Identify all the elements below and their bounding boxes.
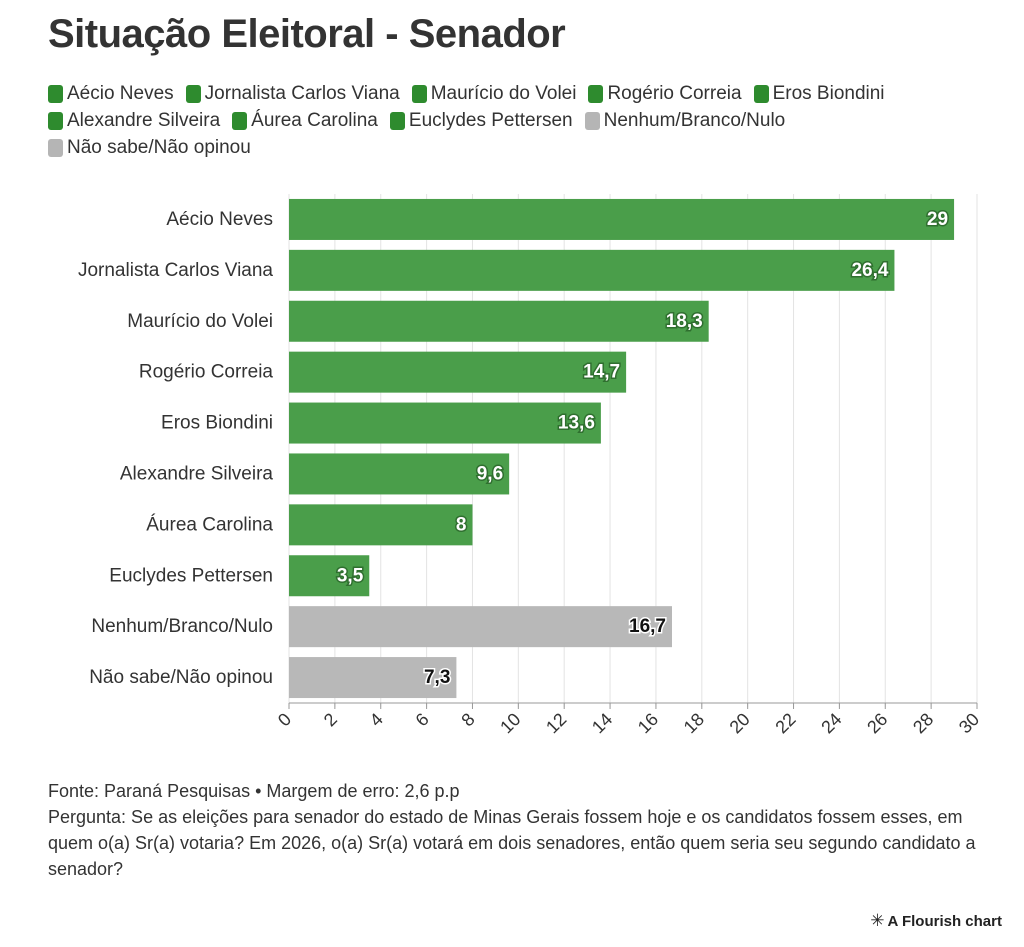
legend-label: Aécio Neves [67, 82, 174, 104]
value-label: 9,6 [477, 463, 503, 484]
legend-swatch [389, 111, 405, 130]
question-note: Pergunta: Se as eleições para senador do… [48, 807, 976, 879]
x-tick-label: 30 [955, 709, 983, 737]
x-tick-label: 0 [274, 709, 295, 730]
category-label: Rogério Correia [139, 362, 274, 383]
footer: Fonte: Paraná Pesquisas • Margem de erro… [48, 778, 988, 882]
legend-label: Euclydes Pettersen [408, 109, 573, 131]
legend-swatch [185, 84, 201, 103]
legend-label: Nenhum/Branco/Nulo [603, 109, 786, 131]
legend-item[interactable]: Maurício do Volei [411, 82, 577, 105]
legend-swatch [232, 111, 248, 130]
value-label: 13,6 [558, 413, 595, 434]
value-label: 18,3 [666, 311, 703, 332]
category-label: Aécio Neves [166, 209, 273, 230]
legend-swatch [48, 138, 63, 157]
legend-item[interactable]: Jornalista Carlos Viana [185, 82, 400, 105]
bar [289, 504, 473, 546]
x-tick-label: 26 [863, 709, 891, 737]
x-tick-label: 16 [634, 709, 662, 737]
legend-label: Áurea Carolina [251, 109, 378, 131]
legend-item[interactable]: Aécio Neves [48, 82, 174, 105]
value-label: 7,3 [424, 667, 450, 688]
x-tick-label: 12 [542, 709, 570, 737]
asterisk-icon: ✳ [870, 911, 885, 930]
x-tick-label: 8 [457, 709, 478, 730]
value-label: 8 [456, 514, 467, 535]
legend-swatch [48, 84, 63, 103]
category-label: Nenhum/Branco/Nulo [91, 616, 273, 637]
category-label: Áurea Carolina [146, 514, 273, 535]
value-label: 29 [927, 209, 948, 230]
bar [289, 351, 627, 393]
source-note: Fonte: Paraná Pesquisas • Margem de erro… [48, 781, 460, 801]
legend-item[interactable]: Nenhum/Branco/Nulo [584, 109, 786, 132]
x-tick-label: 10 [496, 709, 524, 737]
category-label: Eros Biondini [161, 413, 273, 434]
bar [289, 249, 895, 291]
x-tick-label: 24 [817, 709, 845, 737]
legend-label: Eros Biondini [772, 82, 885, 104]
category-label: Euclydes Pettersen [109, 565, 273, 586]
bar [289, 453, 510, 495]
x-tick-label: 6 [412, 709, 433, 730]
legend-swatch [584, 111, 600, 130]
bar [289, 402, 601, 444]
value-label: 16,7 [629, 616, 666, 637]
legend-swatch [411, 84, 427, 103]
bar [289, 198, 955, 240]
category-label: Jornalista Carlos Viana [78, 260, 273, 281]
chart-title: Situação Eleitoral - Senador [48, 12, 566, 56]
legend-swatch [753, 84, 769, 103]
legend-label: Rogério Correia [607, 82, 742, 104]
bar [289, 555, 370, 597]
legend-label: Alexandre Silveira [67, 109, 221, 131]
credit-label: A Flourish chart [887, 912, 1002, 930]
x-tick-label: 2 [320, 709, 341, 730]
legend: Aécio Neves Jornalista Carlos Viana Mauríc… [48, 82, 948, 159]
x-tick-label: 14 [588, 709, 616, 737]
legend-item[interactable]: Rogério Correia [588, 82, 742, 105]
legend-item[interactable]: Alexandre Silveira [48, 109, 220, 132]
x-tick-label: 18 [680, 709, 708, 737]
bar [289, 606, 672, 648]
legend-label: Não sabe/Não opinou [67, 136, 251, 158]
legend-item[interactable]: Não sabe/Não opinou [48, 136, 251, 159]
value-label: 14,7 [583, 362, 620, 383]
x-tick-label: 20 [726, 709, 754, 737]
value-label: 26,4 [851, 260, 888, 281]
x-tick-label: 4 [366, 709, 387, 730]
bar [289, 300, 709, 342]
legend-swatch [588, 84, 604, 103]
x-tick-label: 22 [771, 709, 799, 737]
legend-label: Jornalista Carlos Viana [204, 82, 400, 104]
legend-item[interactable]: Euclydes Pettersen [389, 109, 573, 132]
legend-item[interactable]: Eros Biondini [753, 82, 885, 105]
flourish-credit[interactable]: ✳ A Flourish chart [870, 911, 1002, 931]
bar [289, 657, 457, 699]
legend-item[interactable]: Áurea Carolina [232, 109, 378, 132]
legend-swatch [48, 111, 63, 130]
value-label: 3,5 [337, 565, 364, 586]
x-tick-label: 28 [909, 709, 937, 737]
legend-label: Maurício do Volei [430, 82, 577, 104]
category-label: Maurício do Volei [127, 311, 273, 332]
category-label: Não sabe/Não opinou [89, 667, 273, 688]
category-label: Alexandre Silveira [120, 463, 274, 484]
